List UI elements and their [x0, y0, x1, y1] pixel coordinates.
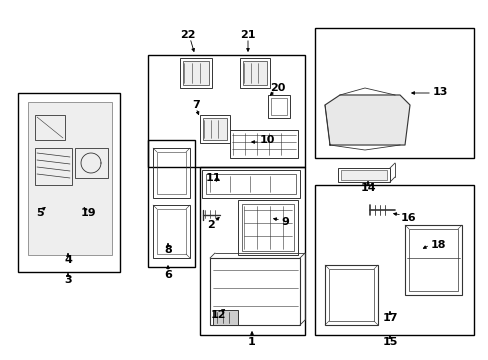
Bar [157, 152, 185, 194]
Bar [209, 258, 299, 325]
Bar [200, 167, 305, 335]
Bar [240, 58, 269, 88]
Bar [153, 148, 190, 198]
Bar [267, 95, 289, 118]
Text: 12: 12 [210, 310, 225, 320]
Text: 15: 15 [382, 337, 397, 347]
Bar [325, 265, 377, 325]
Bar [28, 102, 112, 255]
Bar [270, 98, 286, 115]
Bar [337, 168, 389, 182]
Bar [180, 58, 212, 88]
Text: 10: 10 [259, 135, 274, 145]
Bar [35, 148, 72, 185]
Bar [35, 115, 65, 140]
Bar [408, 229, 457, 291]
Text: 21: 21 [240, 30, 255, 40]
Bar [238, 200, 297, 255]
Text: 9: 9 [281, 217, 288, 227]
Bar [404, 225, 461, 295]
Bar [153, 205, 190, 258]
Bar [340, 170, 386, 180]
Text: 11: 11 [205, 173, 220, 183]
Bar [75, 148, 108, 178]
Text: 17: 17 [382, 313, 397, 323]
Bar [203, 118, 226, 140]
Bar [148, 55, 305, 167]
Text: 2: 2 [207, 220, 214, 230]
Bar [205, 174, 295, 194]
Text: 19: 19 [80, 208, 96, 218]
Bar [243, 61, 266, 85]
Bar [157, 209, 185, 254]
Bar [328, 269, 373, 321]
Text: 3: 3 [64, 275, 72, 285]
Text: 1: 1 [247, 337, 255, 347]
Text: 22: 22 [180, 30, 195, 40]
Bar [202, 170, 299, 198]
Text: 20: 20 [270, 83, 285, 93]
Text: 16: 16 [399, 213, 415, 223]
Text: 13: 13 [431, 87, 447, 97]
Bar [242, 204, 293, 251]
Text: 4: 4 [64, 255, 72, 265]
Bar [229, 130, 297, 158]
Bar [314, 28, 473, 158]
Polygon shape [325, 95, 409, 145]
Text: 18: 18 [429, 240, 445, 250]
Bar [213, 310, 238, 325]
Bar [314, 185, 473, 335]
Bar [200, 115, 229, 143]
Bar [18, 93, 120, 272]
Text: 8: 8 [164, 245, 171, 255]
Bar [148, 140, 195, 267]
Bar [183, 61, 208, 85]
Text: 14: 14 [360, 183, 375, 193]
Text: 7: 7 [192, 100, 200, 110]
Text: 6: 6 [164, 270, 172, 280]
Text: 5: 5 [36, 208, 44, 218]
